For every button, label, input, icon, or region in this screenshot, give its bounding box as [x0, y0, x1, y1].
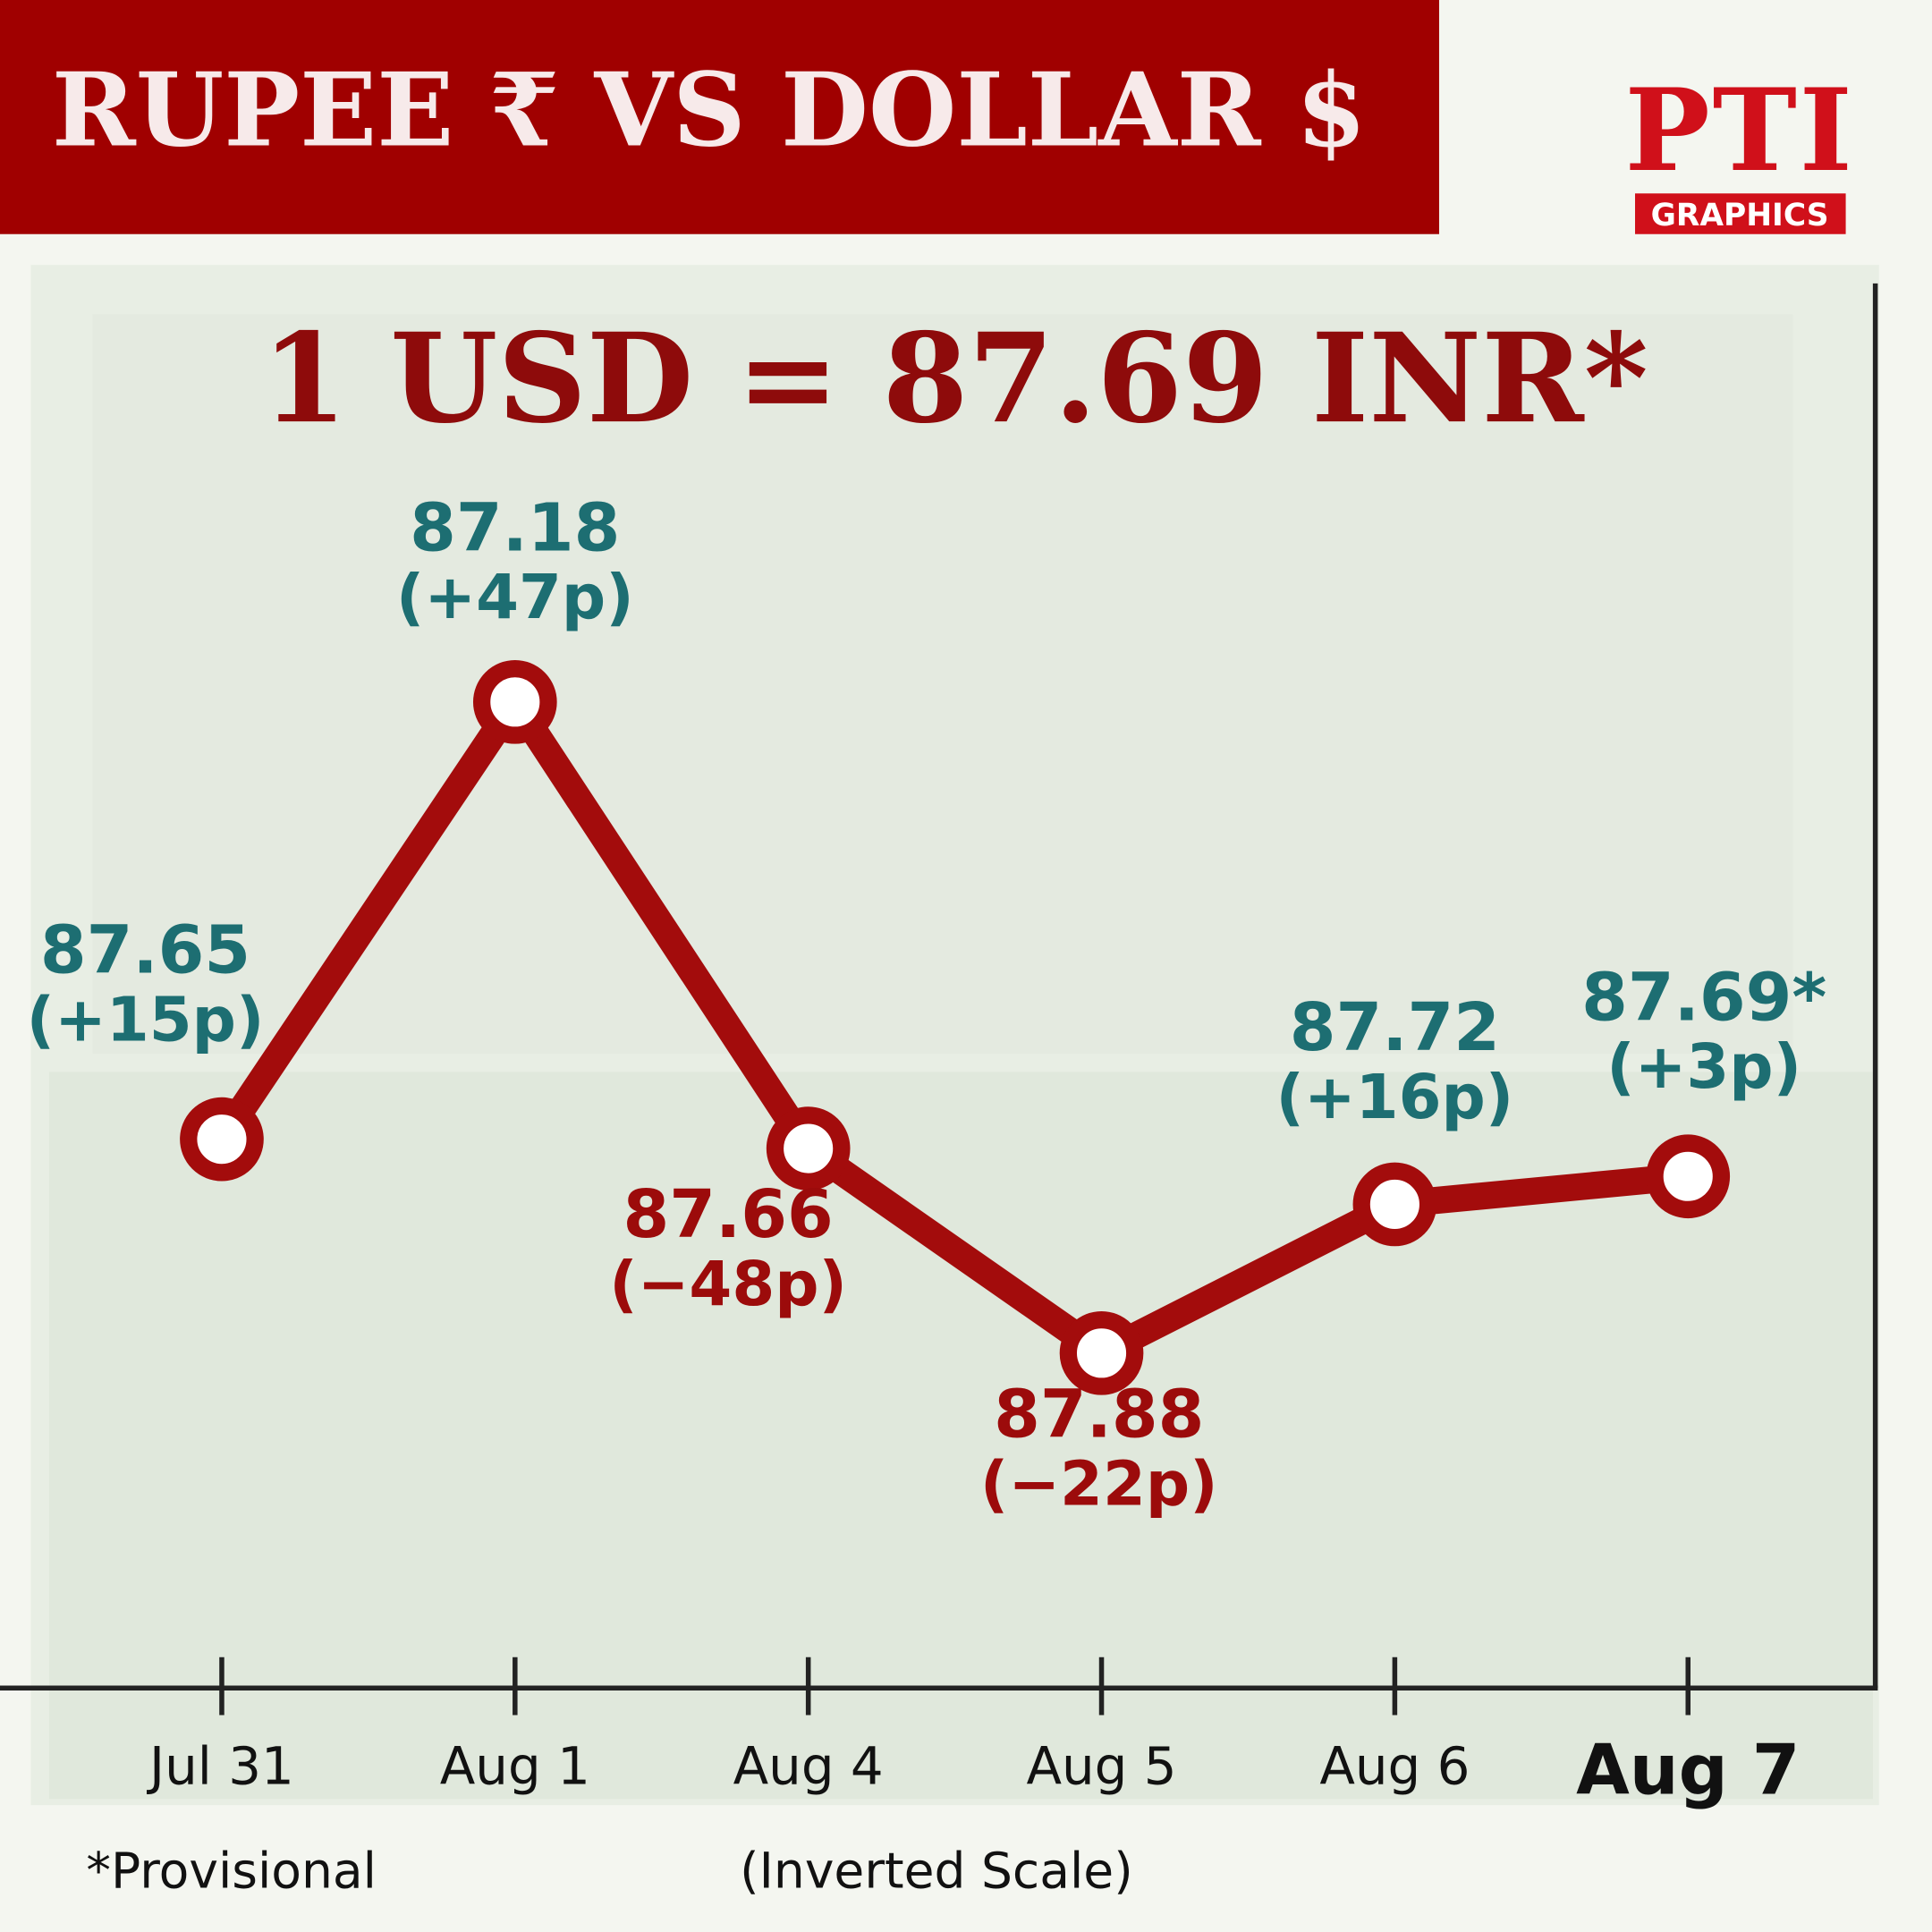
logo-caption: GRAPHICS: [1651, 198, 1829, 233]
value-label: 87.72: [1290, 988, 1500, 1066]
point: [180, 1097, 264, 1182]
value-label: 87.69*: [1581, 958, 1826, 1036]
x-tick-label: Aug 5: [1026, 1736, 1176, 1797]
x-tick-label: Jul 31: [147, 1736, 294, 1797]
value-label: 87.65: [40, 911, 250, 989]
point: [1059, 1311, 1144, 1395]
point: [1646, 1134, 1731, 1219]
footnote: *Provisional: [86, 1842, 377, 1899]
x-tick-label: Aug 7: [1576, 1731, 1800, 1811]
title-banner: [0, 0, 1439, 234]
change-label: (+16p): [1276, 1062, 1514, 1133]
change-label: (+3p): [1606, 1031, 1801, 1103]
change-label: (+15p): [27, 984, 265, 1055]
line: [210, 688, 1690, 1367]
value-label: 87.88: [994, 1376, 1204, 1453]
scale-note: (Inverted Scale): [740, 1842, 1133, 1899]
change-label: (−48p): [609, 1249, 847, 1320]
point: [766, 1106, 851, 1191]
value-label: 87.66: [623, 1175, 833, 1253]
point: [1352, 1162, 1437, 1247]
x-tick-label: Aug 6: [1319, 1736, 1470, 1797]
value-label: 87.18: [410, 488, 620, 566]
change-label: (−22p): [980, 1448, 1218, 1520]
x-tick-label: Aug 1: [440, 1736, 590, 1797]
chart-title: RUPEE ₹ VS DOLLAR $: [52, 51, 1367, 170]
logo: PTI: [1625, 64, 1855, 197]
x-tick-label: Aug 4: [733, 1736, 884, 1797]
point: [472, 660, 557, 744]
change-label: (+47p): [396, 562, 634, 633]
logo-caption-box: [1635, 193, 1846, 234]
headline: 1 USD = 87.69 INR*: [261, 307, 1648, 451]
